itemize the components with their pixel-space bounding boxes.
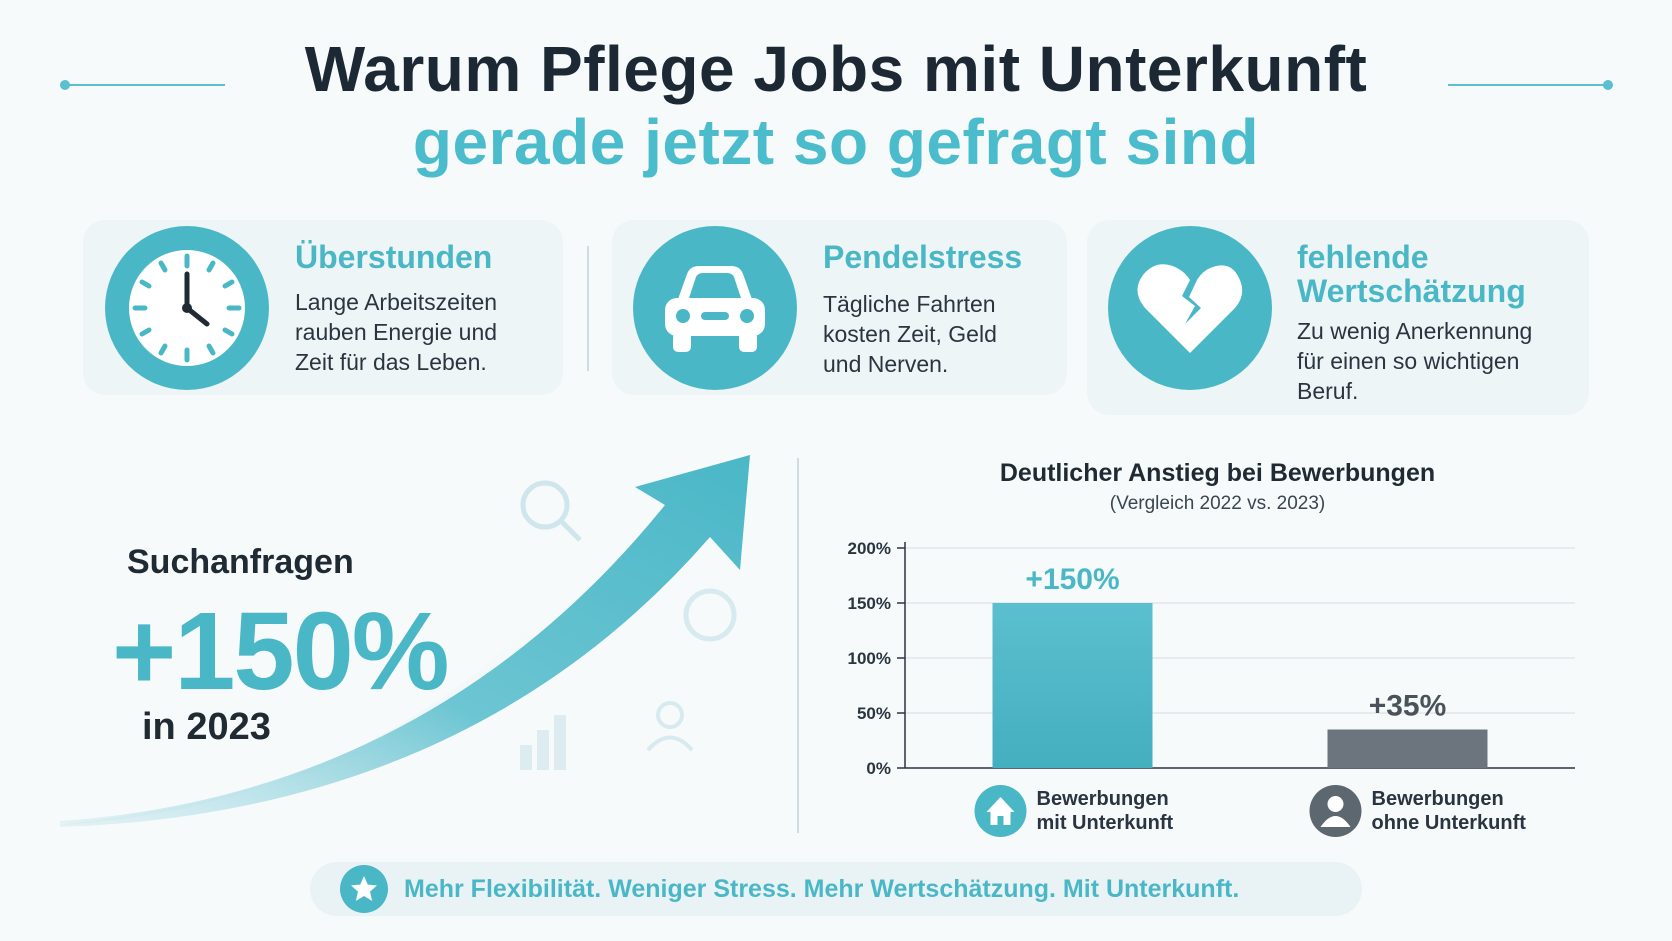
y-tick-label: 0%: [866, 759, 891, 778]
card-text-line: Tägliche Fahrten: [823, 291, 996, 317]
category-label: Bewerbungen: [1037, 788, 1169, 810]
data-label-1: +150%: [1025, 563, 1119, 596]
card-text-line: Zeit für das Leben.: [295, 349, 487, 375]
footer-banner: Mehr Flexibilität. Weniger Stress. Mehr …: [310, 862, 1362, 916]
star-icon: [340, 865, 388, 913]
card-text-overtime: Lange Arbeitszeiten rauben Energie und Z…: [295, 287, 497, 377]
category-label: mit Unterkunft: [1037, 812, 1174, 834]
card-title-appreciation: fehlende Wertschätzung: [1297, 240, 1526, 308]
card-text-line: für einen so wichtigen: [1297, 348, 1520, 374]
card-text-appreciation: Zu wenig Anerkennung für einen so wichti…: [1297, 316, 1532, 406]
growth-arrow-graphic: [60, 455, 750, 827]
card-text-line: rauben Energie und: [295, 319, 498, 345]
y-tick-label: 200%: [848, 539, 891, 558]
stat-value: +150%: [112, 590, 450, 713]
left-decor-line: [65, 84, 225, 86]
footer-text: Mehr Flexibilität. Weniger Stress. Mehr …: [404, 874, 1240, 903]
stat-label: Suchanfragen: [127, 543, 354, 581]
stat-year: in 2023: [142, 706, 271, 748]
house-shape: [986, 797, 1015, 825]
faint-bars-icon: [520, 715, 566, 770]
right-line-dot: [1603, 80, 1613, 90]
card-title-overtime: Überstunden: [295, 239, 493, 275]
card-text-line: Zu wenig Anerkennung: [1297, 318, 1533, 344]
category-label: ohne Unterkunft: [1372, 812, 1527, 834]
y-tick-label: 100%: [848, 649, 891, 668]
card-text-line: kosten Zeit, Geld: [823, 321, 997, 347]
chart-title: Deutlicher Anstieg bei Bewerbungen: [999, 459, 1436, 487]
data-label-2: +35%: [1369, 690, 1447, 723]
card-title-line: Wertschätzung: [1297, 273, 1526, 309]
faint-search-icon: [520, 480, 582, 542]
section-separator: [797, 458, 799, 833]
y-tick-label: 150%: [848, 594, 891, 613]
car-icon: [633, 226, 797, 390]
card-text-line: Lange Arbeitszeiten: [295, 289, 498, 315]
chart-subtitle: (Vergleich 2022 vs. 2023): [1109, 493, 1326, 514]
card-text-line: und Nerven.: [823, 351, 949, 377]
title-line-2: gerade jetzt so gefragt sind: [412, 106, 1260, 178]
card-title-commute: Pendelstress: [823, 239, 1023, 275]
faint-chat-icon: [683, 588, 737, 642]
right-decor-line: [1448, 84, 1608, 86]
broken-heart-icon: [1108, 226, 1272, 390]
card-title-line: fehlende: [1297, 239, 1429, 275]
card-text-commute: Tägliche Fahrten kosten Zeit, Geld und N…: [823, 289, 997, 379]
bar-2: [1327, 729, 1488, 768]
card-text-line: Beruf.: [1297, 378, 1359, 404]
y-tick-label: 50%: [857, 704, 891, 723]
person-head: [1327, 796, 1344, 812]
clock-icon: [105, 226, 269, 390]
person-body: [1320, 816, 1351, 827]
category-label: Bewerbungen: [1372, 788, 1504, 810]
title-line-1: Warum Pflege Jobs mit Unterkunft: [304, 33, 1368, 105]
card-separator: [587, 246, 589, 371]
faint-person-icon: [646, 701, 694, 752]
bar-1: [992, 603, 1153, 768]
